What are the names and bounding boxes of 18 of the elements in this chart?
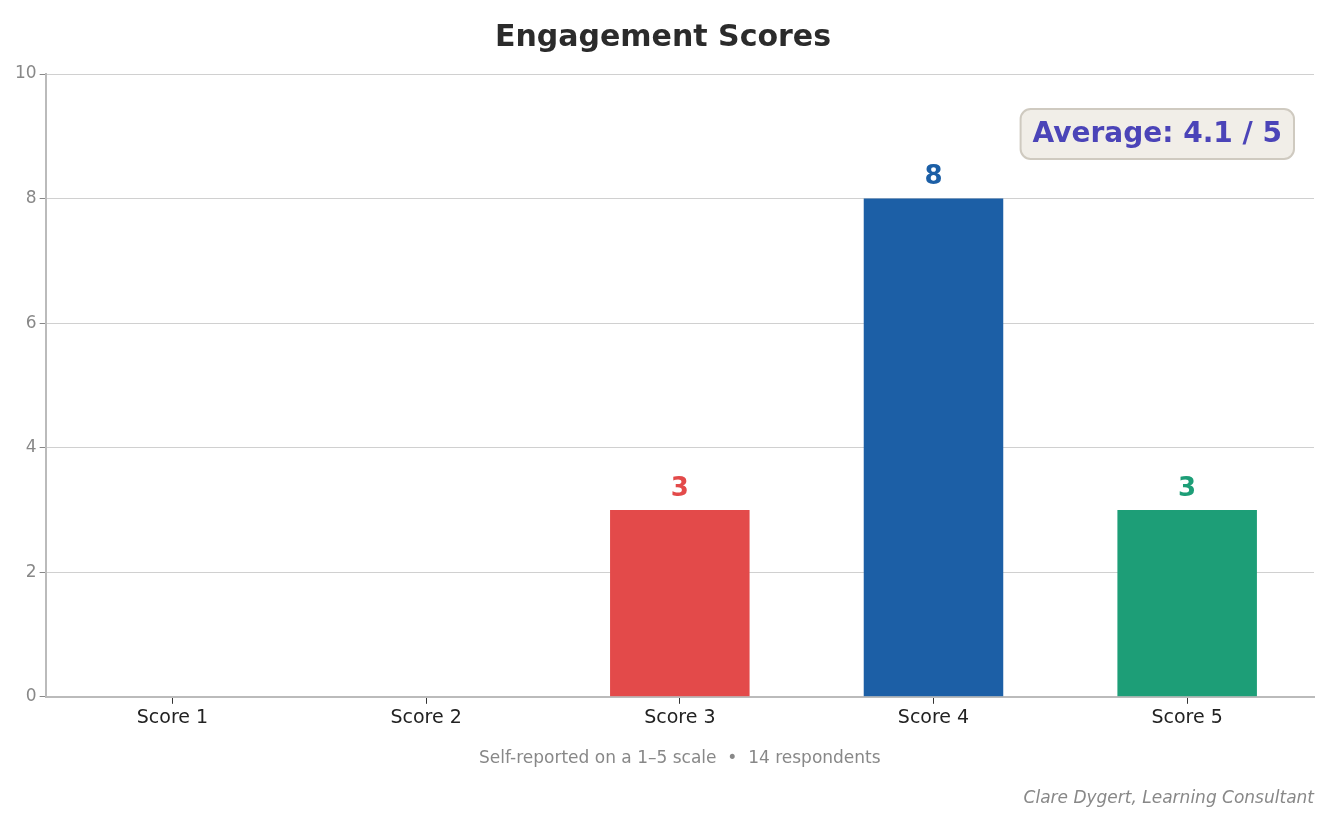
x-tick-label: Score 3	[644, 705, 716, 728]
y-tick-label: 8	[25, 186, 37, 207]
data-label: 3	[1178, 471, 1197, 502]
x-tick-label: Score 4	[897, 705, 970, 728]
y-tick-label: 10	[14, 62, 37, 83]
annotation: Average: 4.1 / 5	[1032, 116, 1282, 150]
chart-title: Engagement Scores	[494, 17, 832, 53]
data-label: 3	[670, 471, 689, 502]
y-tick-label: 4	[25, 436, 37, 457]
data-label: 8	[924, 160, 943, 191]
x-axis-title: Self-reported on a 1–5 scale • 14 respondents	[479, 747, 881, 768]
x-tick-label: Score 1	[136, 705, 209, 728]
y-tick-label: 2	[25, 560, 37, 581]
x-tick-label: Score 2	[390, 705, 462, 728]
y-tick-label: 6	[25, 311, 37, 332]
text: Clare Dygert, Learning Consultant	[1023, 786, 1316, 807]
x-tick-label: Score 5	[1151, 705, 1223, 728]
y-tick-label: 0	[25, 685, 37, 706]
